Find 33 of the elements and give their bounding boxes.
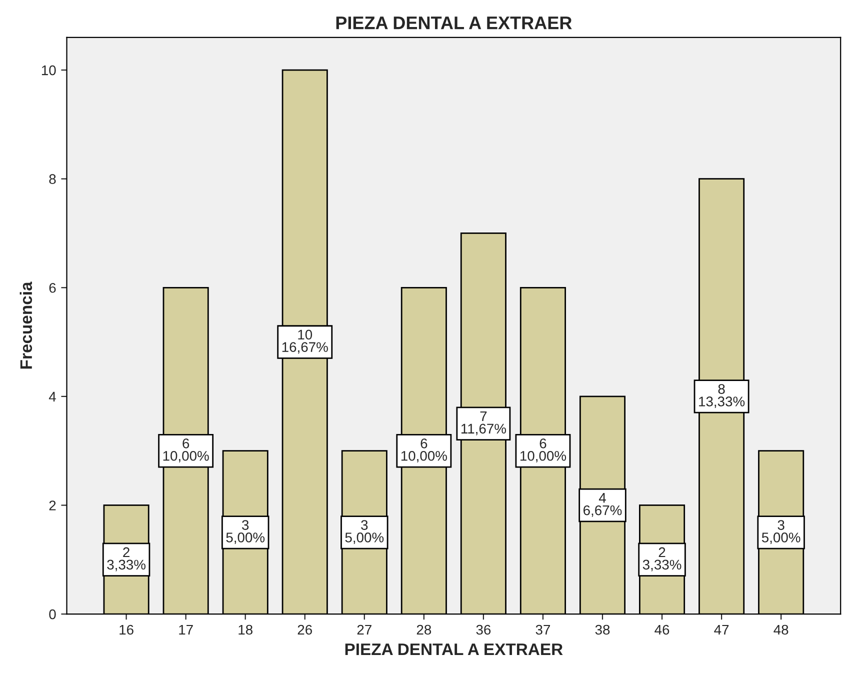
y-tick-label: 8	[49, 174, 56, 184]
x-tick-label: 37	[536, 624, 550, 635]
data-label: 10 16,67%	[282, 330, 328, 354]
chart-title: PIEZA DENTAL A EXTRAER	[336, 16, 572, 30]
data-label: 2 3,33%	[107, 547, 146, 572]
y-tick-label: 6	[49, 282, 56, 293]
data-label: 4 6,67%	[584, 493, 622, 517]
y-tick-label: 4	[48, 392, 56, 402]
x-tick-label: 27	[357, 624, 372, 635]
x-tick-label: 48	[774, 624, 788, 635]
data-label: 7 11,67%	[461, 411, 506, 436]
x-tick-label: 46	[654, 624, 670, 635]
y-tick-label: 2	[49, 500, 56, 510]
data-label: 6 10,00%	[520, 438, 566, 462]
y-axis-title: Frecuencia	[20, 282, 32, 369]
data-label: 3 5,00%	[226, 520, 265, 544]
x-axis-title: PIEZA DENTAL A EXTRAER	[345, 644, 563, 656]
x-tick-label: 17	[179, 624, 193, 635]
data-label: 3 5,00%	[345, 520, 384, 544]
x-tick-label: 28	[416, 624, 432, 635]
data-label: 6 10,00%	[163, 438, 209, 462]
y-tick-label: 10	[42, 65, 56, 76]
data-label: 8 13,33%	[699, 384, 745, 408]
x-tick-label: 18	[238, 624, 252, 635]
data-label: 3 5,00%	[762, 520, 800, 544]
data-label: 2 3,33%	[642, 547, 682, 572]
x-tick-label: 26	[298, 624, 312, 635]
y-tick-label: 0	[49, 609, 56, 620]
x-tick-label: 36	[476, 624, 491, 635]
data-label: 6 10,00%	[401, 438, 447, 462]
x-tick-label: 38	[595, 624, 610, 635]
x-tick-label: 47	[714, 624, 729, 635]
x-tick-label: 16	[120, 624, 134, 635]
